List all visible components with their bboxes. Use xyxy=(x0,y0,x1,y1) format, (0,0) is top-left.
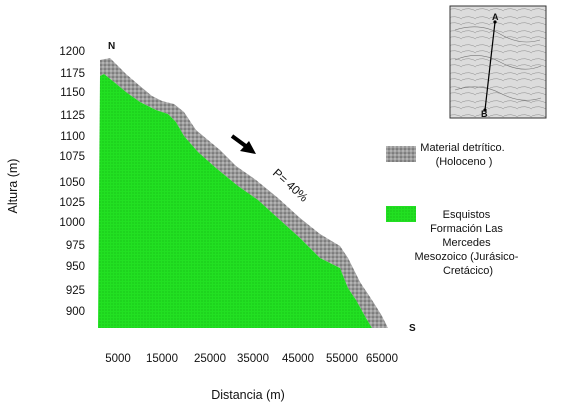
x-axis-title: Distancia (m) xyxy=(211,388,285,402)
y-tick-label: 975 xyxy=(66,240,85,252)
x-tick-label: 65000 xyxy=(366,353,398,365)
y-tick-label: 1100 xyxy=(60,131,85,143)
y-tick-label: 1150 xyxy=(60,87,85,99)
y-tick-label: 1175 xyxy=(60,68,85,80)
inset-point-a: A xyxy=(492,12,499,22)
north-label: N xyxy=(108,41,115,52)
x-tick-label: 55000 xyxy=(326,353,358,365)
legend-swatch-detritus xyxy=(386,146,416,162)
x-tick-label: 35000 xyxy=(237,353,269,365)
y-axis-ticks: 1200 1175 1150 1125 1100 1075 1050 1025 1000 975 9… xyxy=(59,46,85,318)
x-tick-label: 45000 xyxy=(282,353,314,365)
y-tick-label: 950 xyxy=(66,261,85,273)
x-tick-label: 15000 xyxy=(146,353,178,365)
y-axis-title: Altura (m) xyxy=(6,159,20,214)
y-tick-label: 925 xyxy=(66,285,85,297)
legend-label-detritus: Material detrítico. (Holoceno ) xyxy=(420,142,507,168)
y-tick-label: 900 xyxy=(66,306,85,318)
x-tick-label: 25000 xyxy=(194,353,226,365)
y-tick-label: 1050 xyxy=(59,177,85,189)
legend-swatch-bedrock xyxy=(386,206,416,222)
y-tick-label: 1200 xyxy=(59,46,85,58)
legend-label-bedrock: Esquistos Formación Las Mercedes Mesozoi… xyxy=(415,209,522,277)
inset-point-b: B xyxy=(481,109,488,119)
y-tick-label: 1125 xyxy=(60,110,85,122)
inset-topographic-map: A B xyxy=(449,5,547,119)
x-tick-label: 5000 xyxy=(105,353,131,365)
south-label: S xyxy=(409,323,416,334)
y-tick-label: 1025 xyxy=(59,197,85,209)
x-axis-ticks: 5000 15000 25000 35000 45000 55000 65000 xyxy=(105,353,398,365)
bedrock-layer xyxy=(98,74,372,328)
y-tick-label: 1000 xyxy=(59,217,85,229)
y-tick-label: 1075 xyxy=(59,151,85,163)
slope-arrow-icon xyxy=(230,134,256,154)
section-line xyxy=(484,21,496,111)
detrital-layer xyxy=(100,58,388,328)
